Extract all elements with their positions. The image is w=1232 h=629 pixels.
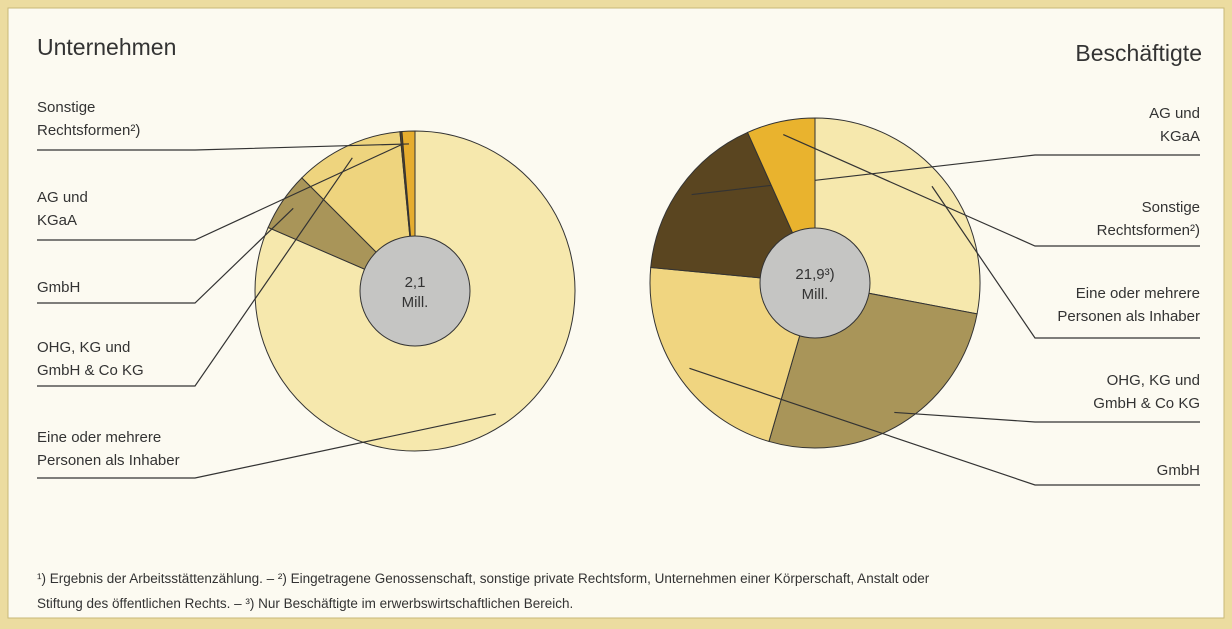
slice-label: KGaA: [37, 212, 77, 229]
slice-label: KGaA: [1160, 128, 1200, 145]
slice-label: GmbH & Co KG: [1093, 395, 1200, 412]
leader-line: [37, 143, 403, 241]
slice-label: Sonstige: [1142, 199, 1200, 216]
slice-label: Sonstige: [37, 99, 95, 116]
slice-label: Eine oder mehrere: [1076, 285, 1200, 302]
slice-label: Personen als Inhaber: [1057, 308, 1200, 325]
leader-line: [37, 207, 294, 304]
slice-label: OHG, KG und: [37, 339, 130, 356]
slice-label: Personen als Inhaber: [37, 452, 180, 469]
leader-line: [37, 413, 496, 479]
chart-title: Beschäftigte: [1075, 40, 1202, 66]
slice-label: Rechtsformen²): [1097, 222, 1200, 239]
donut-hole: [359, 235, 471, 347]
slice-label: AG und: [37, 189, 88, 206]
leader-line: [689, 367, 1200, 486]
footnote: ¹) Ergebnis der Arbeitsstättenzählung. –…: [37, 571, 930, 586]
slice-label: Eine oder mehrere: [37, 429, 161, 446]
slice-label: OHG, KG und: [1107, 372, 1200, 389]
leader-line: [37, 157, 353, 387]
chart-title: Unternehmen: [37, 34, 176, 60]
center-label: Mill.: [802, 286, 829, 303]
center-label: 21,9³): [795, 266, 834, 283]
panel: [7, 7, 1225, 619]
footnote: Stiftung des öffentlichen Rechts. – ³) N…: [37, 596, 573, 611]
leader-line: [37, 143, 410, 151]
center-label: Mill.: [402, 294, 429, 311]
pie-slice: [650, 131, 816, 284]
center-label: 2,1: [405, 274, 426, 291]
slice-label: GmbH & Co KG: [37, 362, 144, 379]
slice-label: Rechtsformen²): [37, 122, 140, 139]
slice-label: GmbH: [1157, 462, 1200, 479]
slice-label: AG und: [1149, 105, 1200, 122]
leader-line: [931, 185, 1200, 339]
leader-line: [783, 134, 1200, 247]
leader-line: [894, 411, 1200, 423]
slice-label: GmbH: [37, 279, 80, 296]
donut-hole: [759, 227, 871, 339]
